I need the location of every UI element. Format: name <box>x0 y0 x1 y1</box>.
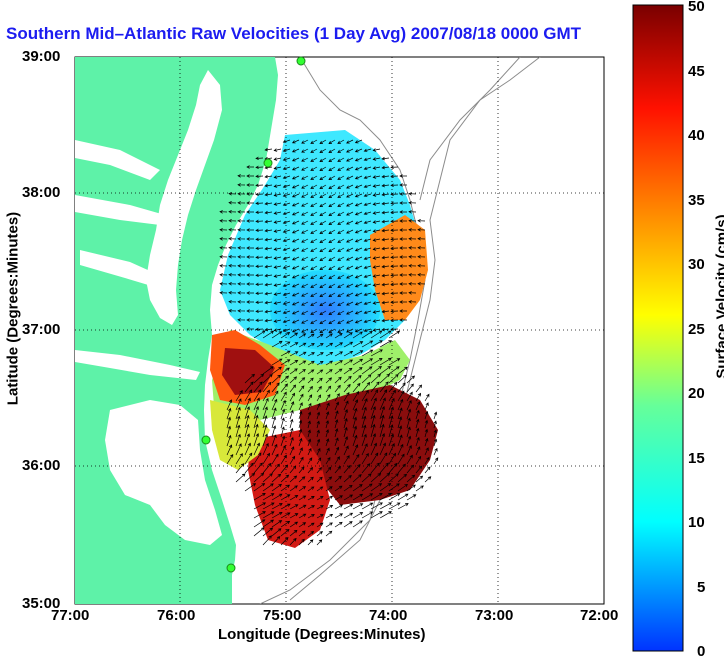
x-tick-label: 75:00 <box>263 607 301 624</box>
colorbar-tick-label: 20 <box>688 385 705 402</box>
colorbar-tick-label: 5 <box>697 579 705 596</box>
chart-title: Southern Mid–Atlantic Raw Velocities (1 … <box>6 24 581 44</box>
colorbar-tick-label: 15 <box>688 450 705 467</box>
y-tick-label: 39:00 <box>22 48 60 65</box>
x-axis-label: Longitude (Degrees:Minutes) <box>218 626 426 643</box>
colorbar-tick-label: 35 <box>688 192 705 209</box>
station-marker <box>264 159 272 167</box>
station-marker <box>227 564 235 572</box>
x-tick-label: 74:00 <box>369 607 407 624</box>
velocity-field-low <box>270 270 380 350</box>
colorbar <box>633 5 683 651</box>
y-tick-label: 38:00 <box>22 184 60 201</box>
colorbar-tick-label: 45 <box>688 63 705 80</box>
colorbar-tick-label: 50 <box>688 0 705 15</box>
colorbar-tick-label: 10 <box>688 514 705 531</box>
colorbar-tick-label: 25 <box>688 321 705 338</box>
colorbar-label: Surface Velocity (cm/s) <box>714 187 724 407</box>
y-tick-label: 36:00 <box>22 457 60 474</box>
y-axis-label: Latitude (Degrees:Minutes) <box>5 204 22 414</box>
x-tick-label: 73:00 <box>475 607 513 624</box>
colorbar-tick-label: 40 <box>688 127 705 144</box>
x-tick-label: 76:00 <box>157 607 195 624</box>
x-tick-label: 77:00 <box>51 607 89 624</box>
y-tick-label: 37:00 <box>22 321 60 338</box>
station-marker <box>297 57 305 65</box>
colorbar-tick-label: 30 <box>688 256 705 273</box>
station-marker <box>202 436 210 444</box>
x-tick-label: 72:00 <box>580 607 618 624</box>
colorbar-tick-label: 0 <box>697 643 705 660</box>
